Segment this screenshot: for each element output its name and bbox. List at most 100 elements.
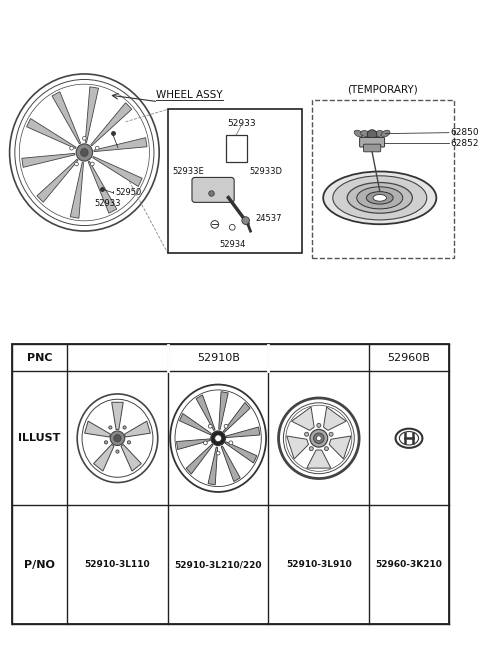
Circle shape: [208, 424, 212, 428]
Polygon shape: [22, 153, 75, 167]
Text: 52933E: 52933E: [173, 167, 204, 176]
Text: 52950: 52950: [115, 188, 141, 196]
Polygon shape: [88, 161, 117, 214]
Text: 52934: 52934: [219, 240, 245, 249]
Bar: [312, 100, 454, 258]
Ellipse shape: [333, 176, 427, 220]
Circle shape: [74, 162, 78, 166]
Polygon shape: [225, 441, 257, 463]
Text: 24537: 24537: [255, 214, 282, 223]
Circle shape: [83, 136, 86, 140]
Text: WHEEL ASSY: WHEEL ASSY: [156, 90, 223, 100]
Bar: [168, 109, 302, 253]
Polygon shape: [125, 421, 150, 437]
Text: 52933D: 52933D: [250, 167, 283, 176]
Text: 52910-3L110: 52910-3L110: [84, 560, 150, 569]
Circle shape: [123, 426, 126, 429]
Circle shape: [367, 130, 377, 140]
Circle shape: [309, 447, 313, 451]
Polygon shape: [208, 447, 217, 485]
Polygon shape: [112, 402, 123, 430]
Polygon shape: [94, 444, 114, 471]
Bar: [12, 345, 449, 624]
Polygon shape: [223, 402, 250, 432]
Polygon shape: [94, 138, 147, 151]
Circle shape: [313, 433, 324, 443]
Polygon shape: [219, 392, 228, 430]
Text: 52960B: 52960B: [387, 352, 431, 363]
Text: 52933: 52933: [228, 119, 256, 128]
Polygon shape: [180, 413, 211, 435]
Circle shape: [229, 225, 235, 230]
Ellipse shape: [381, 130, 390, 137]
Ellipse shape: [354, 130, 363, 137]
Polygon shape: [121, 444, 141, 471]
Ellipse shape: [366, 192, 393, 204]
Polygon shape: [324, 407, 346, 430]
Circle shape: [329, 432, 333, 436]
Polygon shape: [226, 427, 260, 438]
Text: 62850: 62850: [451, 128, 480, 137]
Polygon shape: [91, 103, 132, 146]
Circle shape: [317, 423, 321, 427]
Circle shape: [114, 435, 121, 442]
Ellipse shape: [374, 130, 384, 137]
Ellipse shape: [323, 172, 436, 224]
Circle shape: [96, 146, 99, 150]
Text: 52910-3L910: 52910-3L910: [286, 560, 352, 569]
Circle shape: [310, 430, 328, 447]
Circle shape: [224, 424, 228, 428]
Polygon shape: [196, 395, 215, 430]
Circle shape: [242, 217, 250, 225]
Circle shape: [90, 162, 94, 166]
Circle shape: [316, 436, 321, 441]
Text: ILLUST: ILLUST: [18, 433, 60, 443]
Circle shape: [211, 221, 218, 228]
Ellipse shape: [347, 183, 412, 213]
Polygon shape: [37, 159, 78, 202]
Circle shape: [109, 426, 112, 429]
Circle shape: [127, 441, 131, 444]
Polygon shape: [186, 444, 213, 474]
Ellipse shape: [81, 149, 88, 157]
Circle shape: [216, 451, 220, 455]
Polygon shape: [70, 162, 84, 218]
Polygon shape: [177, 439, 210, 449]
Circle shape: [70, 146, 73, 150]
Polygon shape: [221, 446, 240, 481]
Circle shape: [110, 431, 125, 445]
Polygon shape: [307, 450, 331, 468]
Text: PNC: PNC: [26, 352, 52, 363]
Text: 62852: 62852: [451, 139, 479, 147]
Text: 52933: 52933: [94, 199, 120, 208]
Circle shape: [116, 450, 119, 453]
Circle shape: [204, 441, 207, 445]
Bar: [226, 135, 247, 162]
FancyBboxPatch shape: [363, 144, 381, 152]
Polygon shape: [52, 92, 81, 143]
Circle shape: [324, 447, 328, 451]
Polygon shape: [85, 86, 98, 143]
Text: P/NO: P/NO: [24, 560, 55, 570]
Text: 52910B: 52910B: [197, 352, 240, 363]
FancyBboxPatch shape: [360, 138, 384, 147]
Circle shape: [229, 441, 233, 445]
Circle shape: [215, 435, 221, 441]
FancyBboxPatch shape: [192, 178, 234, 202]
Text: (TEMPORARY): (TEMPORARY): [347, 85, 418, 95]
Ellipse shape: [360, 130, 370, 137]
Circle shape: [211, 431, 225, 445]
Polygon shape: [291, 407, 314, 430]
Polygon shape: [287, 436, 309, 459]
Polygon shape: [329, 436, 351, 459]
Polygon shape: [26, 119, 76, 149]
Ellipse shape: [396, 428, 422, 448]
Circle shape: [104, 441, 108, 444]
Text: 52960-3K210: 52960-3K210: [375, 560, 443, 569]
Ellipse shape: [357, 187, 403, 209]
Polygon shape: [84, 421, 110, 437]
Ellipse shape: [76, 144, 93, 161]
Ellipse shape: [373, 195, 386, 201]
Circle shape: [305, 432, 309, 436]
Text: 52910-3L210/220: 52910-3L210/220: [174, 560, 262, 569]
